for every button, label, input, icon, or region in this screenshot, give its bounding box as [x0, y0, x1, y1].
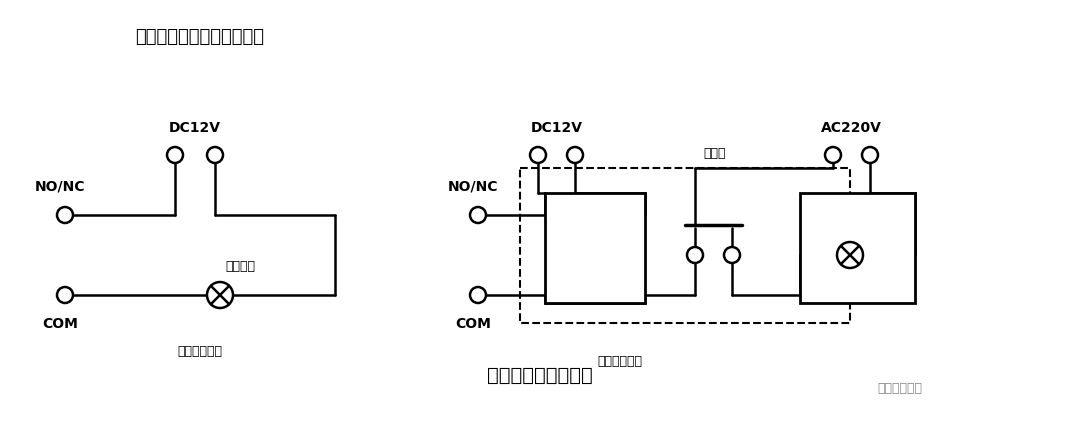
Text: NO/NC: NO/NC [35, 179, 85, 193]
Circle shape [57, 207, 73, 223]
Text: DC12V: DC12V [168, 121, 221, 135]
Circle shape [207, 282, 233, 308]
Text: COM: COM [455, 317, 491, 331]
Text: 外接设备: 外接设备 [845, 214, 875, 227]
Circle shape [470, 287, 486, 303]
Text: DC12V: DC12V [530, 121, 582, 135]
Bar [519, 168, 850, 323]
Text: 外接设备: 外接设备 [225, 260, 255, 273]
Text: AC220V: AC220V [821, 121, 882, 135]
Circle shape [837, 242, 863, 268]
Circle shape [207, 147, 222, 163]
Circle shape [724, 247, 740, 263]
Circle shape [862, 147, 878, 163]
Bar [545, 193, 645, 303]
Text: 报警输出接线原理图: 报警输出接线原理图 [487, 366, 593, 385]
Text: COM: COM [42, 317, 78, 331]
Circle shape [470, 207, 486, 223]
Text: 弱电智能化吧: 弱电智能化吧 [877, 382, 922, 395]
Circle shape [57, 287, 73, 303]
Text: 外接交流负载: 外接交流负载 [597, 355, 643, 368]
Circle shape [825, 147, 841, 163]
Circle shape [167, 147, 183, 163]
Circle shape [567, 147, 583, 163]
Circle shape [687, 247, 703, 263]
Text: 报警输出接线如下图所示：: 报警输出接线如下图所示： [135, 28, 265, 46]
Text: NO/NC: NO/NC [448, 179, 498, 193]
Circle shape [530, 147, 546, 163]
Bar [800, 193, 915, 303]
Text: 外接直流负载: 外接直流负载 [177, 345, 222, 358]
Text: 继电器: 继电器 [704, 147, 726, 160]
